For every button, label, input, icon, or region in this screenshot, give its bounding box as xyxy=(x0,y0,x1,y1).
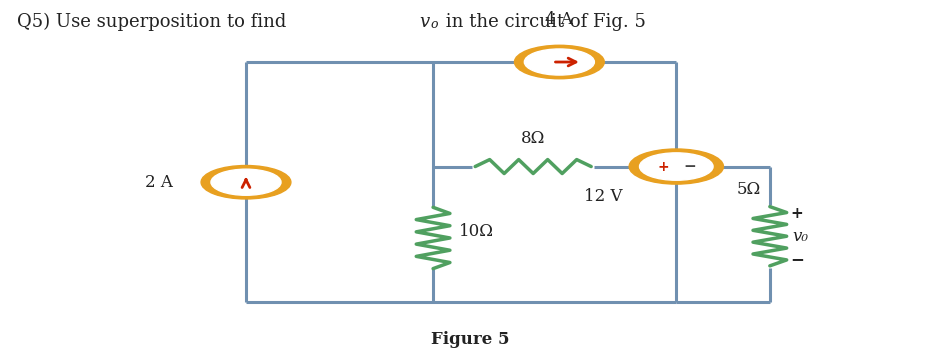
Text: +: + xyxy=(790,206,804,221)
Text: v: v xyxy=(419,13,429,31)
Circle shape xyxy=(211,169,281,195)
Text: −: − xyxy=(790,250,805,268)
Text: −: − xyxy=(683,159,696,174)
Text: 8Ω: 8Ω xyxy=(521,130,546,147)
Circle shape xyxy=(201,166,291,199)
Text: 10Ω: 10Ω xyxy=(459,223,494,240)
Text: +: + xyxy=(657,160,669,173)
Circle shape xyxy=(640,153,713,180)
Text: in the circuit of Fig. 5: in the circuit of Fig. 5 xyxy=(439,13,646,31)
Text: 12 V: 12 V xyxy=(584,188,622,205)
Text: 2 A: 2 A xyxy=(145,174,173,191)
Text: 4 A: 4 A xyxy=(546,11,573,28)
Text: v₀: v₀ xyxy=(792,228,808,245)
Circle shape xyxy=(630,149,724,184)
Circle shape xyxy=(524,49,595,75)
Text: Q5) Use superposition to find: Q5) Use superposition to find xyxy=(17,13,292,32)
Text: o: o xyxy=(430,18,438,32)
Circle shape xyxy=(515,45,604,79)
Text: 5Ω: 5Ω xyxy=(736,181,760,198)
Text: Figure 5: Figure 5 xyxy=(431,331,510,348)
